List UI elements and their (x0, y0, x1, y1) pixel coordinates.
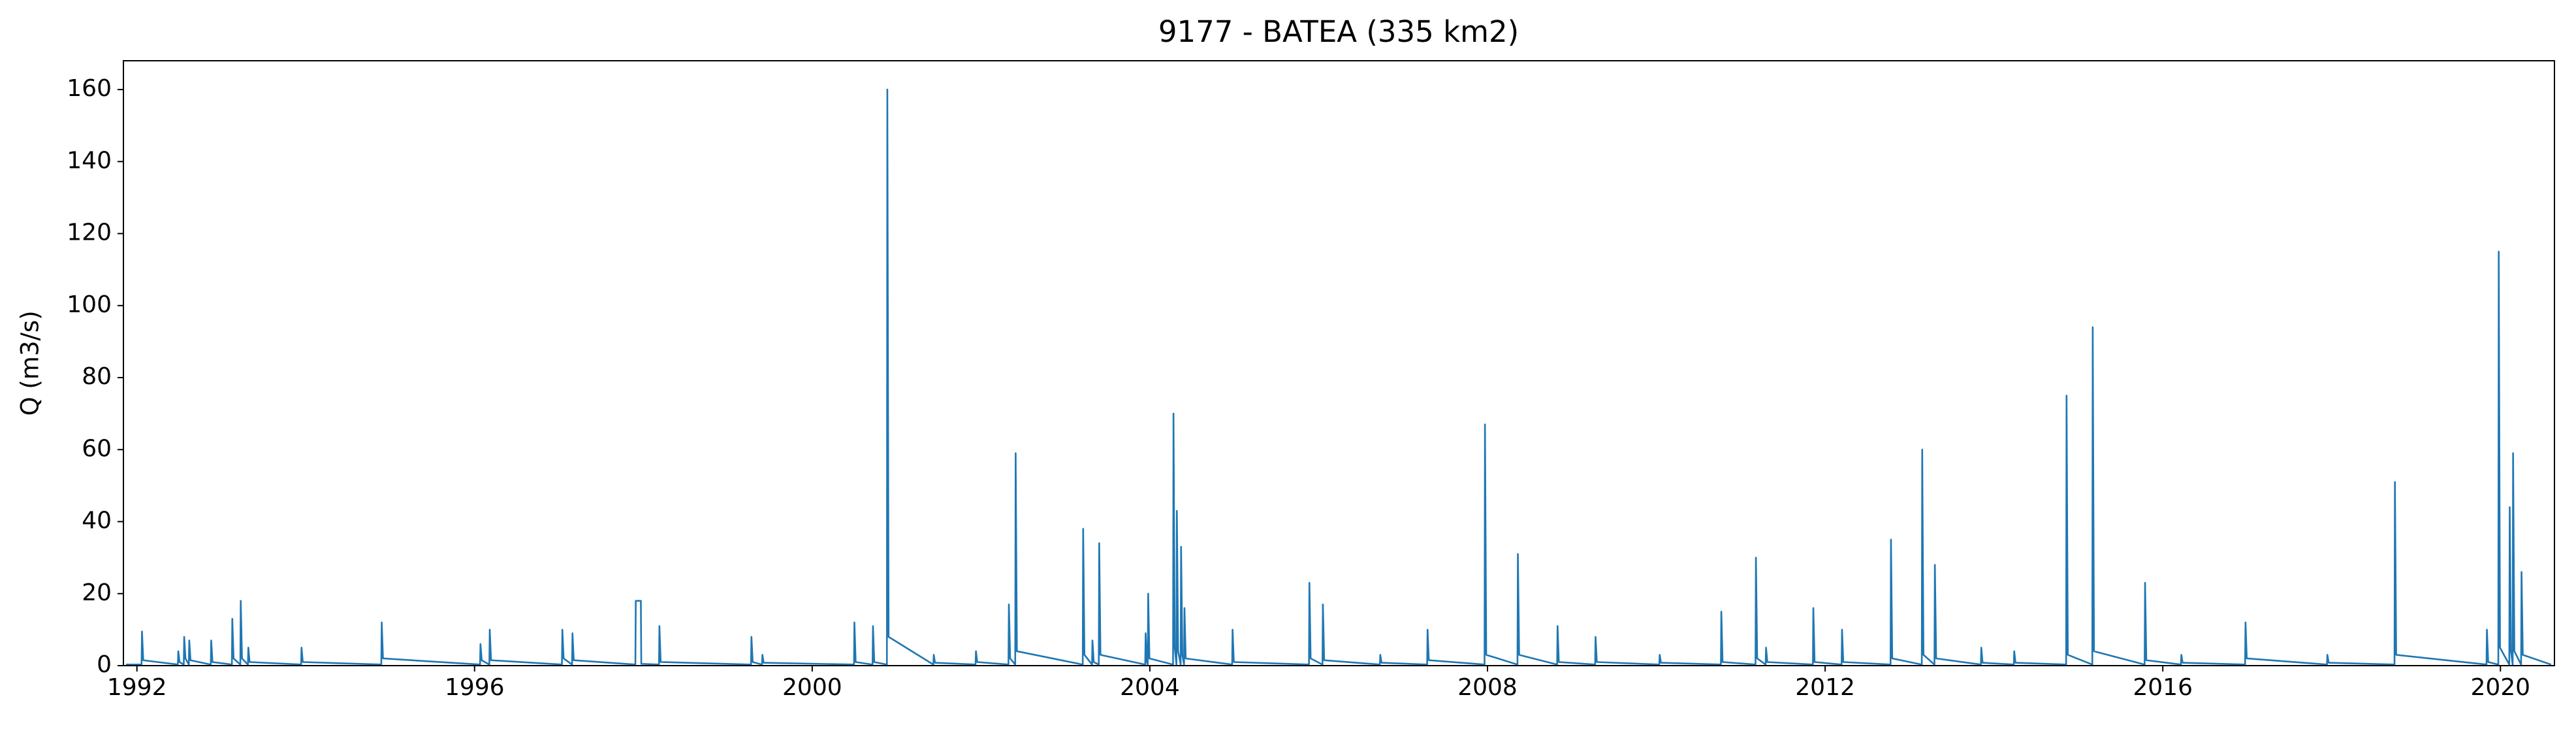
y-tick-label: 100 (67, 291, 112, 318)
plot-frame (123, 60, 2555, 666)
y-tick-label: 140 (67, 147, 112, 174)
y-axis-label: Q (m3/s) (16, 310, 44, 415)
y-tick-label: 120 (67, 219, 112, 246)
x-tick-label: 2000 (782, 674, 842, 701)
x-tick-label: 2016 (2133, 674, 2193, 701)
y-tick-label: 80 (82, 363, 112, 390)
x-tick-label: 2008 (1457, 674, 1518, 701)
x-tick-label: 1996 (445, 674, 505, 701)
y-tick-label: 160 (67, 75, 112, 102)
x-tick-label: 2004 (1120, 674, 1180, 701)
y-tick-label: 60 (82, 435, 112, 462)
y-tick-label: 0 (97, 651, 112, 678)
x-tick-label: 2020 (2470, 674, 2530, 701)
chart-title: 9177 - BATEA (335 km2) (1158, 14, 1519, 49)
data-line (125, 88, 2552, 666)
x-tick-label: 2012 (1795, 674, 1855, 701)
y-tick-label: 40 (82, 508, 112, 534)
y-tick-label: 20 (82, 579, 112, 606)
x-tick-label: 1992 (107, 674, 167, 701)
